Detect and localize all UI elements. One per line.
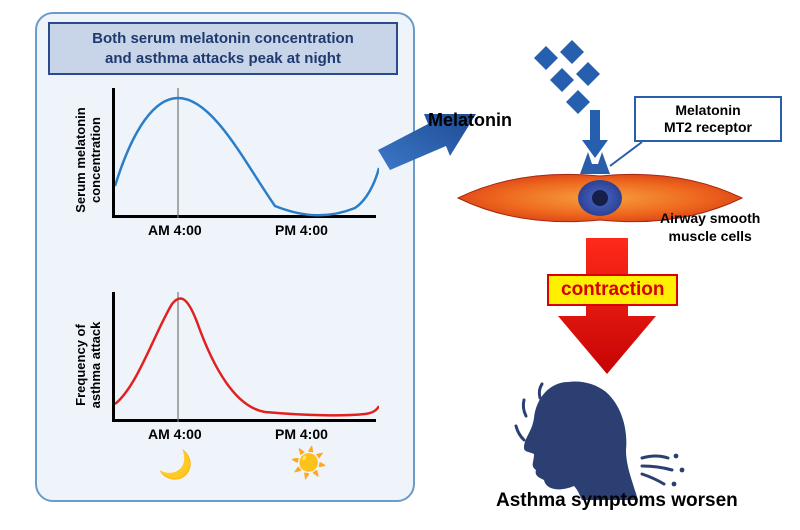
chart2-xtick1: AM 4:00: [148, 426, 202, 442]
asthma-label: Asthma symptoms worsen: [496, 490, 738, 512]
header-line2: and asthma attacks peak at night: [105, 50, 341, 67]
header-box: Both serum melatonin concentration and a…: [48, 22, 398, 75]
muscle-cell-label: Airway smooth muscle cells: [660, 210, 760, 245]
chart2-ylabel-l2: asthma attack: [88, 322, 103, 409]
chart1-ylabel: Serum melatonin concentration: [73, 90, 103, 230]
receptor-box: Melatonin MT2 receptor: [634, 96, 782, 142]
moon-icon: 🌙: [158, 448, 193, 481]
asthma-chart: [112, 292, 376, 422]
chart1-ylabel-l1: Serum melatonin: [73, 107, 88, 212]
melatonin-diamonds: [526, 32, 616, 122]
red-arrow: [552, 238, 662, 378]
chart2-ylabel: Frequency of asthma attack: [73, 295, 103, 435]
chart1-curve: [115, 98, 379, 215]
chart1-ylabel-l2: concentration: [88, 117, 103, 203]
head-silhouette: [510, 370, 720, 500]
chart1-xtick2: PM 4:00: [275, 222, 328, 238]
header-line1: Both serum melatonin concentration: [92, 30, 354, 47]
chart2-curve: [115, 298, 379, 415]
receptor-line2: MT2 receptor: [664, 119, 752, 135]
melatonin-chart: [112, 88, 376, 218]
melatonin-label: Melatonin: [428, 110, 512, 131]
sun-icon: ☀️: [290, 446, 327, 481]
chart2-ylabel-l1: Frequency of: [73, 324, 88, 406]
contraction-box: contraction: [547, 274, 678, 306]
chart1-xtick1: AM 4:00: [148, 222, 202, 238]
muscle-l2: muscle cells: [669, 228, 752, 244]
chart2-xtick2: PM 4:00: [275, 426, 328, 442]
muscle-l1: Airway smooth: [660, 210, 760, 226]
receptor-line1: Melatonin: [675, 102, 740, 118]
